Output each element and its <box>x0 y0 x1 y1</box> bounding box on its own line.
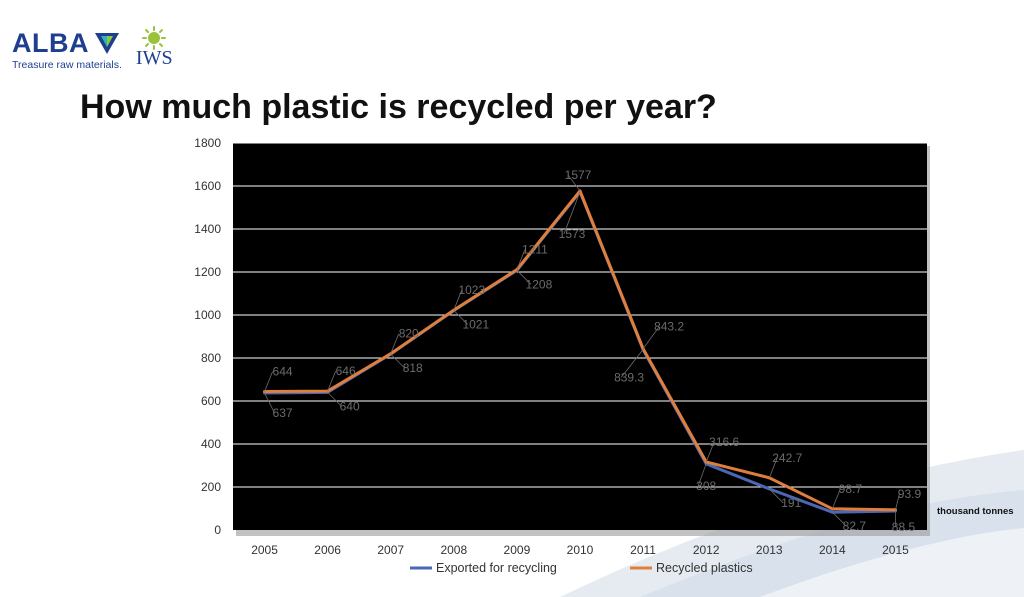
x-tick-label: 2005 <box>251 543 278 557</box>
y-tick-label: 400 <box>201 437 221 451</box>
data-label-leader <box>264 392 275 414</box>
iws-logo: IWS <box>136 26 173 68</box>
data-label-exported: 1208 <box>526 277 553 291</box>
data-label-leader <box>516 269 532 285</box>
data-label-leader <box>563 191 581 234</box>
alba-wordmark: ALBA <box>12 28 89 58</box>
data-label-recycled: 820 <box>399 327 419 341</box>
alba-logo: ALBA Treasure raw materials. <box>12 28 122 71</box>
data-label-recycled: 1577 <box>565 168 592 182</box>
data-label-leader <box>697 463 707 486</box>
data-label-recycled: 1211 <box>522 243 548 257</box>
x-tick-label: 2006 <box>314 543 341 557</box>
logo-row: ALBA Treasure raw materials. IWS <box>12 26 173 71</box>
x-tick-label: 2010 <box>567 543 594 557</box>
x-tick-label: 2007 <box>377 543 404 557</box>
x-tick-label: 2014 <box>819 543 846 557</box>
data-label-exported: 88.5 <box>892 520 916 534</box>
data-label-leader <box>390 353 406 369</box>
data-label-leader <box>705 441 715 463</box>
data-label-leader <box>264 371 273 392</box>
data-label-leader <box>895 493 900 510</box>
data-label-recycled: 1023 <box>458 283 485 297</box>
data-label-exported: 1573 <box>559 227 586 241</box>
legend-label-exported: Exported for recycling <box>436 561 557 575</box>
y-tick-label: 1200 <box>194 265 221 279</box>
x-tick-label: 2008 <box>440 543 467 557</box>
data-label-recycled: 316.6 <box>709 435 739 449</box>
y-tick-label: 0 <box>214 523 221 537</box>
alba-shield-icon <box>95 33 119 54</box>
data-label-exported: 818 <box>403 361 423 375</box>
data-label-recycled: 646 <box>336 364 356 378</box>
data-label-exported: 191 <box>781 496 801 510</box>
data-label-exported: 82.7 <box>843 519 867 533</box>
legend-label-recycled: Recycled plastics <box>656 561 753 575</box>
data-label-leader <box>768 457 778 478</box>
data-label-recycled: 843.2 <box>654 320 684 334</box>
y-tick-label: 1800 <box>194 136 221 150</box>
data-label-recycled: 644 <box>273 365 293 379</box>
data-label-leader <box>642 326 660 349</box>
alba-tagline: Treasure raw materials. <box>12 59 122 71</box>
data-label-leader <box>831 488 841 509</box>
y-tick-label: 1600 <box>194 179 221 193</box>
y-tick-label: 1000 <box>194 308 221 322</box>
data-label-exported: 839.3 <box>614 371 644 385</box>
x-tick-label: 2009 <box>504 543 531 557</box>
data-label-recycled: 242.7 <box>772 451 802 465</box>
data-label-leader <box>620 349 644 378</box>
data-label-leader <box>327 392 342 407</box>
data-label-leader <box>832 511 847 527</box>
x-tick-label: 2015 <box>882 543 909 557</box>
data-label-exported: 1021 <box>462 317 489 331</box>
iws-wordmark: IWS <box>135 47 173 69</box>
x-tick-label: 2011 <box>630 543 656 557</box>
y-tick-label: 600 <box>201 394 221 408</box>
data-label-exported: 640 <box>340 399 360 413</box>
data-label-leader <box>453 310 469 325</box>
data-label-exported: 308 <box>696 479 716 493</box>
data-label-recycled: 93.9 <box>898 487 922 501</box>
x-tick-label: 2013 <box>756 543 783 557</box>
sun-icon <box>142 26 167 50</box>
unit-note: thousand tonnes <box>937 506 1014 517</box>
data-label-exported: 637 <box>273 406 293 420</box>
x-tick-label: 2012 <box>693 543 720 557</box>
data-label-leader <box>516 249 526 270</box>
data-label-leader <box>327 370 337 392</box>
data-label-leader <box>768 488 784 504</box>
y-tick-label: 1400 <box>194 222 221 236</box>
data-label-leader <box>390 333 400 354</box>
plot-area <box>233 143 927 530</box>
data-label-leader <box>453 289 463 311</box>
y-tick-label: 800 <box>201 351 221 365</box>
page-title: How much plastic is recycled per year? <box>80 88 717 126</box>
data-label-recycled: 98.7 <box>839 482 863 496</box>
y-tick-label: 200 <box>201 480 221 494</box>
data-label-leader <box>567 174 581 192</box>
